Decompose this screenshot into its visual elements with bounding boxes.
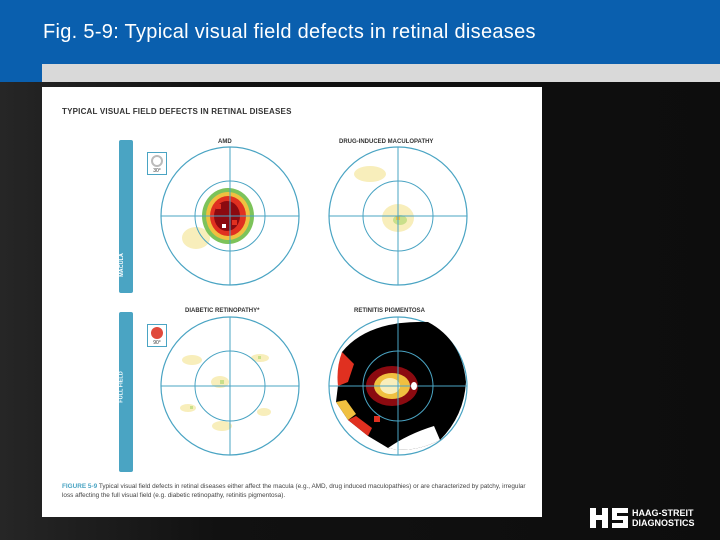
hs-logo-icon xyxy=(590,508,628,528)
macula-degree-icon xyxy=(151,155,163,167)
figure-image: TYPICAL VISUAL FIELD DEFECTS IN RETINAL … xyxy=(42,87,542,517)
panel-label-diabetic: DIABETIC RETINOPATHY* xyxy=(185,308,260,314)
logo-line-2: DIAGNOSTICS xyxy=(632,518,695,528)
slide-title: Fig. 5-9: Typical visual field defects i… xyxy=(43,21,536,43)
row-sidebar-full-field: FULL FIELD xyxy=(119,312,133,472)
badge-degree-full-field: 90° xyxy=(153,340,161,346)
panel-label-rp: RETINITIS PIGMENTOSA xyxy=(354,308,425,314)
full-field-degree-icon xyxy=(151,327,163,339)
visual-field-amd xyxy=(160,146,300,286)
row-label-macula: MACULA xyxy=(118,253,125,277)
visual-field-drug-induced xyxy=(328,146,468,286)
panel-label-drug: DRUG-INDUCED MACULOPATHY xyxy=(339,139,434,145)
visual-field-diabetic xyxy=(160,316,300,456)
badge-macula: 30° xyxy=(147,152,167,175)
header-divider-strip xyxy=(42,64,720,82)
badge-full-field: 90° xyxy=(147,324,167,347)
figure-title: TYPICAL VISUAL FIELD DEFECTS IN RETINAL … xyxy=(62,107,292,116)
logo-text: HAAG-STREIT DIAGNOSTICS xyxy=(632,508,695,528)
caption-label: FIGURE 5-9 xyxy=(62,483,98,490)
row-sidebar-macula: MACULA xyxy=(119,140,133,293)
logo-line-1: HAAG-STREIT xyxy=(632,508,694,518)
panel-label-amd: AMD xyxy=(218,139,232,145)
caption-text: Typical visual field defects in retinal … xyxy=(62,483,526,499)
visual-field-retinitis-pigmentosa xyxy=(328,316,468,456)
figure-caption: FIGURE 5-9 Typical visual field defects … xyxy=(62,482,532,500)
row-label-full-field: FULL FIELD xyxy=(118,371,125,403)
badge-degree-macula: 30° xyxy=(153,168,161,174)
